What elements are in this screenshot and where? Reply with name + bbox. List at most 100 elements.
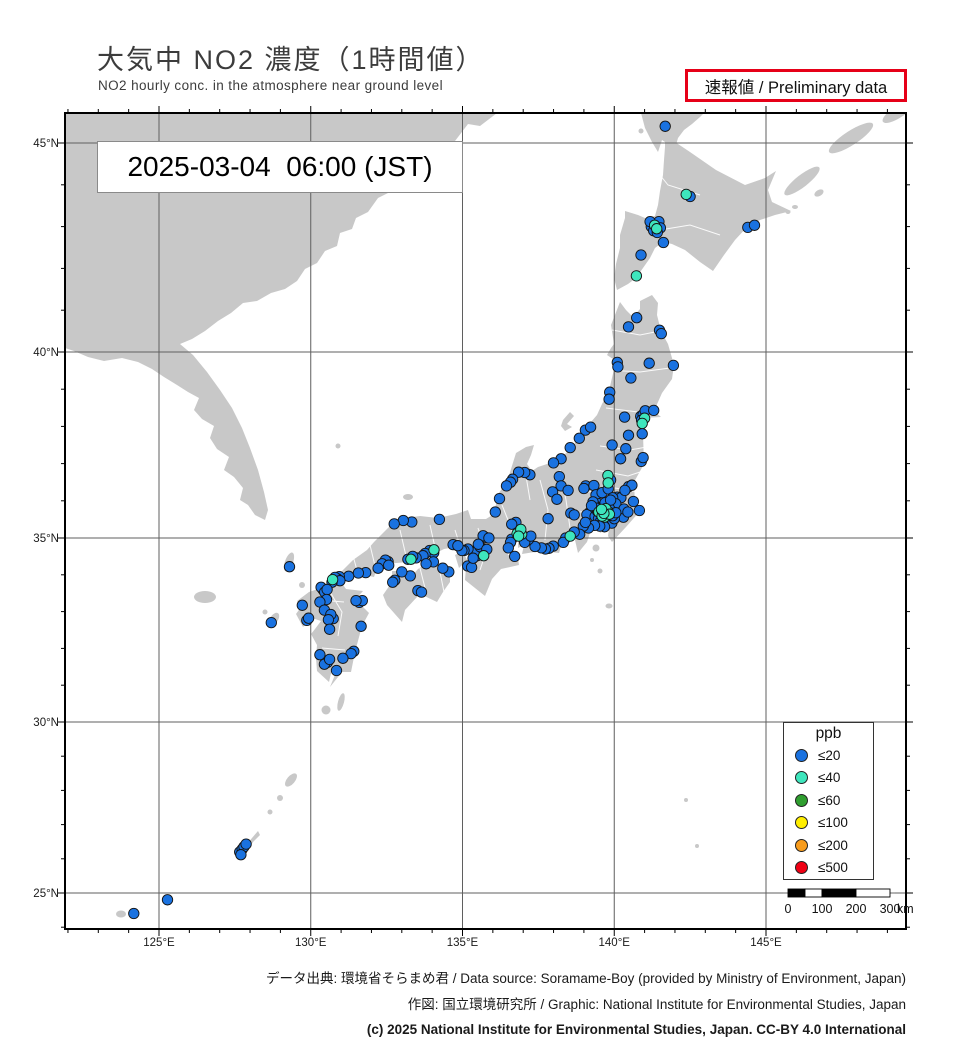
station-dot: [161, 894, 174, 906]
station-dot: [489, 506, 501, 518]
station-dot: [493, 492, 506, 505]
legend-dot-icon: [795, 771, 808, 785]
station-dot: [595, 503, 608, 516]
station-dot: [579, 516, 592, 529]
legend-item-label: ≤200: [818, 837, 848, 853]
station-dot: [578, 482, 590, 495]
station-dot: [240, 838, 252, 850]
land-hokkaido: [614, 124, 791, 290]
station-dot: [585, 499, 598, 512]
station-dot: [622, 321, 635, 333]
station-dot: [396, 566, 408, 578]
station-dot: [529, 540, 541, 553]
legend-item: ≤60: [784, 789, 873, 812]
station-dot: [667, 359, 680, 372]
station-dot: [620, 443, 632, 455]
station-dot: [478, 550, 490, 562]
station-dot: [547, 457, 560, 469]
station-dot: [568, 509, 580, 521]
lat-tick-label: 40°N: [33, 347, 59, 359]
lon-tick-label: 125°E: [143, 937, 175, 949]
legend: ppb ≤20 ≤40 ≤60 ≤100 ≤200 ≤500: [783, 722, 874, 880]
station-dot: [603, 393, 615, 405]
footer: データ出典: 環境省そらまめ君 / Data source: Soramame-…: [266, 966, 906, 1043]
station-dot: [659, 120, 671, 132]
legend-item: ≤40: [784, 767, 873, 790]
station-dot: [602, 477, 614, 489]
station-dot: [557, 536, 569, 549]
station-dot: [235, 849, 247, 861]
station-dot: [337, 652, 349, 664]
station-dot: [355, 620, 367, 632]
station-dot: [283, 561, 296, 573]
legend-item: ≤100: [784, 812, 873, 835]
lon-tick-label: 145°E: [750, 937, 782, 949]
station-dot: [322, 614, 335, 626]
station-dot: [588, 479, 600, 492]
legend-dot-icon: [795, 748, 808, 762]
station-dot: [627, 495, 640, 508]
lat-tick-label: 30°N: [33, 717, 59, 729]
legend-dot-icon: [795, 816, 808, 830]
station-dot: [633, 504, 646, 517]
station-dot: [630, 270, 643, 282]
station-dot: [483, 532, 495, 544]
station-dot: [564, 530, 576, 542]
legend-item: ≤20: [784, 744, 873, 767]
legend-item-label: ≤20: [818, 747, 841, 763]
graphic-credit-line: 作図: 国立環境研究所 / Graphic: National Institut…: [407, 996, 906, 1012]
land-kurils: [784, 113, 906, 214]
station-dot: [500, 480, 513, 492]
legend-title: ppb: [815, 725, 842, 742]
lon-tick-label: 140°E: [599, 937, 631, 949]
legend-item-label: ≤500: [818, 860, 848, 876]
station-dot: [314, 649, 326, 661]
station-dot: [542, 513, 554, 525]
timestamp-box: 2025-03-04 06:00 (JST): [97, 141, 463, 193]
lon-tick-label: 135°E: [447, 937, 479, 949]
station-dot: [323, 653, 336, 666]
station-dot: [512, 530, 525, 542]
station-dot: [636, 417, 648, 430]
station-dot: [472, 538, 484, 550]
station-dot: [502, 542, 514, 554]
station-dot: [637, 451, 649, 464]
station-dot: [748, 219, 761, 231]
station-dot: [323, 623, 336, 635]
station-dot: [657, 236, 670, 249]
station-dot: [330, 664, 343, 677]
station-dot: [405, 553, 417, 565]
station-dot: [433, 513, 446, 526]
lat-tick-label: 45°N: [33, 138, 59, 150]
land-sakhalin: [641, 113, 704, 152]
station-dot: [606, 439, 618, 451]
station-dot: [631, 312, 643, 324]
station-dot: [573, 432, 585, 444]
station-dot: [643, 357, 655, 369]
station-dot: [636, 428, 648, 440]
station-dot: [562, 484, 574, 497]
station-dot: [618, 411, 631, 423]
station-dot: [296, 599, 308, 611]
station-dot: [452, 540, 464, 552]
station-dot: [509, 550, 521, 563]
scalebar-label: 300: [880, 902, 901, 916]
station-dot: [465, 561, 478, 574]
station-dot: [388, 518, 400, 530]
page-title: 大気中 NO2 濃度（1時間値）: [97, 45, 485, 75]
copyright-line: (c) 2025 National Institute for Environm…: [366, 1022, 906, 1037]
station-dot: [420, 558, 432, 570]
data-source-line: データ出典: 環境省そらまめ君 / Data source: Soramame-…: [266, 971, 906, 986]
station-dot: [604, 494, 617, 506]
station-dot: [622, 429, 635, 441]
land-continent: [65, 113, 497, 520]
station-dots: [128, 120, 761, 920]
station-dot: [428, 544, 440, 556]
page-subtitle: NO2 hourly conc. in the atmosphere near …: [98, 78, 443, 93]
station-dot: [625, 372, 637, 384]
station-dot: [525, 530, 537, 542]
scalebar-label: 100: [812, 902, 833, 916]
station-dot: [415, 586, 428, 598]
